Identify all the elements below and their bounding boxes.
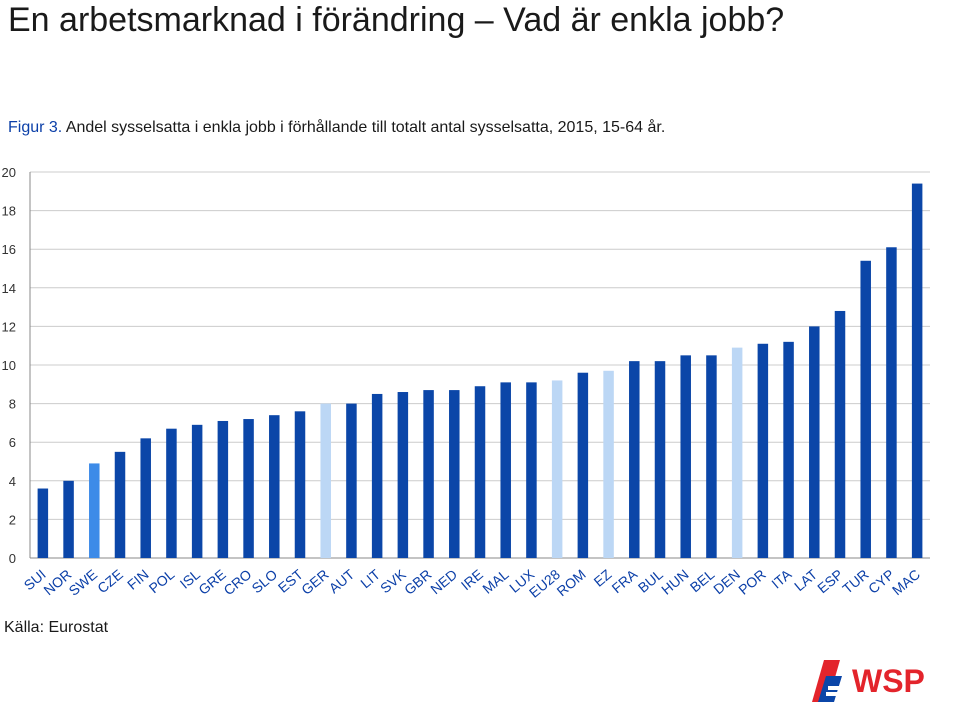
bar-ned [449,390,460,558]
x-tick-label: EST [275,566,306,596]
x-tick-label: CYP [865,566,897,597]
bar-lux [526,382,537,558]
y-tick-label: 20 [2,165,16,180]
bar-cyp [886,247,897,558]
y-tick-label: 8 [9,397,16,412]
x-tick-label: NED [427,566,460,597]
bar-fin [140,438,151,558]
bar-rom [577,372,589,558]
y-tick-label: 14 [2,281,16,296]
wsp-logo-mark-icon [812,660,842,702]
y-tick-label: 12 [2,319,16,334]
bar-bul [654,361,666,558]
x-tick-label: POL [146,566,178,596]
x-tick-label: SLO [248,566,280,596]
bar-tur [860,260,871,558]
bar-hun [680,355,691,558]
bar-fra [629,361,640,558]
x-tick-label: MAC [889,566,923,598]
x-tick-label: SVK [377,566,409,597]
bar-mal [500,382,511,558]
figure-label: Figur 3. [8,119,63,136]
bar-gre [217,420,229,558]
x-tick-label: POR [735,566,769,598]
x-tick-label: GER [298,566,332,598]
y-tick-label: 0 [9,551,16,566]
page-title: En arbetsmarknad i förändring – Vad är e… [8,1,785,39]
bar-por [757,343,769,558]
source-note: Källa: Eurostat [4,619,109,636]
bar-lat [809,326,820,558]
bar-ger [320,403,331,558]
x-tick-label: BUL [635,566,666,596]
bar-gbr [423,390,434,558]
bar-nor [63,480,74,558]
x-tick-label: FRA [608,566,640,597]
caption-text: Andel sysselsatta i enkla jobb i förhåll… [62,119,666,136]
x-tick-label: TUR [839,566,871,597]
x-tick-label: BEL [687,566,718,595]
y-tick-label: 6 [9,435,16,450]
bar-aut [346,403,357,558]
bar-pol [166,428,177,558]
bar-cro [243,419,254,558]
y-tick-label: 10 [2,358,16,373]
x-tick-label: GBR [401,566,435,598]
bar-ire [474,386,486,558]
x-tick-label: AUT [326,566,358,597]
bar-bel [706,355,717,558]
bar-lit [371,393,383,558]
x-tick-label: DEN [710,566,743,597]
x-tick-label: IRE [458,566,486,593]
bar-cze [114,451,126,558]
x-tick-label: LAT [791,566,821,594]
y-tick-label: 2 [9,512,16,527]
bar-eu28 [551,380,563,558]
bar-den [731,347,743,558]
bar-est [294,411,306,558]
figure-caption: Figur 3. Andel sysselsatta i enkla jobb … [8,118,665,138]
bar-svk [397,392,409,558]
bar-esp [834,310,846,558]
bar-sui [37,488,49,558]
wsp-logo: WSP [812,660,925,702]
x-tick-label: CZE [94,566,126,596]
bar-swe [89,463,100,558]
bar-isl [191,424,203,558]
bar-ez [603,370,614,558]
x-tick-label: ROM [553,566,588,599]
y-tick-label: 16 [2,242,16,257]
bar-mac [911,183,923,558]
x-tick-label: ITA [768,566,795,592]
y-tick-label: 18 [2,204,16,219]
bar-slo [269,415,280,558]
x-tick-label: FIN [124,566,152,593]
y-tick-label: 4 [9,474,16,489]
x-tick-label: GRE [195,566,229,598]
bar-ita [783,341,794,558]
logo-text: WSP [852,663,925,699]
x-tick-label: MAL [479,566,511,597]
x-tick-label: HUN [658,566,692,598]
x-tick-label: ESP [814,566,846,596]
